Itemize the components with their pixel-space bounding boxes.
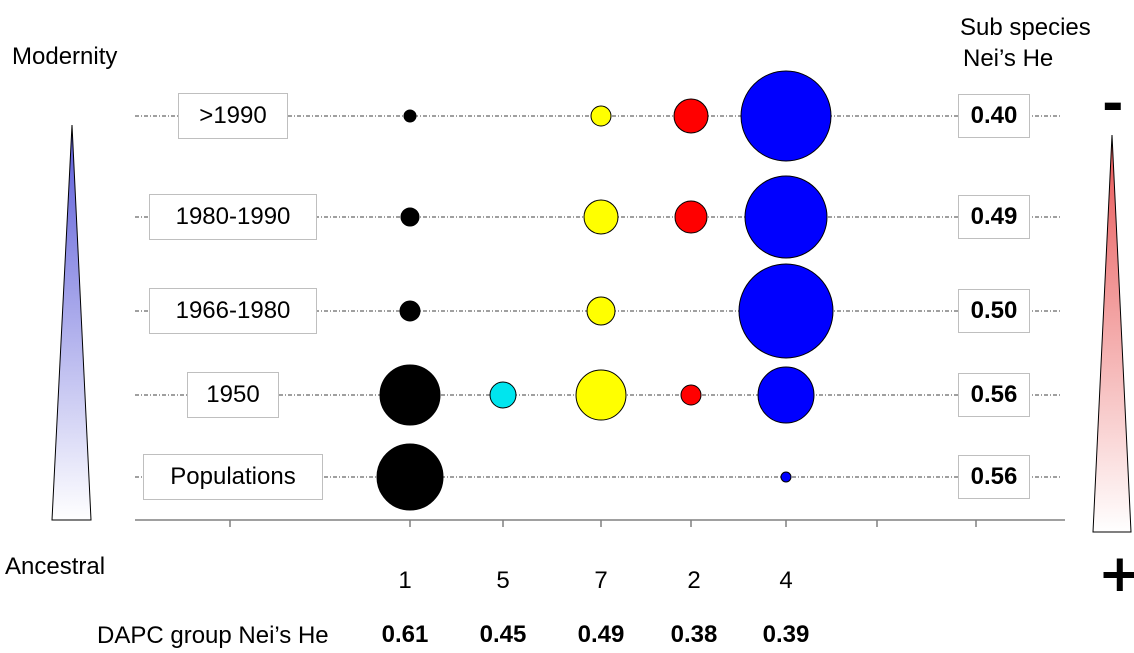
bubble-group-2 xyxy=(673,98,709,134)
bubble-group-1 xyxy=(400,207,420,227)
row-label: 1950 xyxy=(187,372,279,418)
bubble-group-4 xyxy=(738,263,834,359)
ancestral-label: Ancestral xyxy=(5,553,106,580)
bubble-group-1 xyxy=(376,443,444,511)
subspecies-title-line2: Nei’s He xyxy=(963,45,1054,72)
minus-sign: - xyxy=(1102,74,1124,134)
dapc-group-he-value: 0.45 xyxy=(479,621,527,648)
x-tick-label: 7 xyxy=(594,567,608,594)
bubble-group-4 xyxy=(744,175,828,259)
dapc-label: DAPC group Nei’s He xyxy=(97,622,329,649)
dapc-group-he-value: 0.49 xyxy=(577,621,625,648)
bubble-group-4 xyxy=(740,70,832,162)
modernity-gradient-triangle xyxy=(51,124,92,521)
subspecies-he-value: 0.40 xyxy=(958,94,1030,138)
bubble-group-5 xyxy=(489,381,517,409)
x-tick-label: 1 xyxy=(398,567,412,594)
subspecies-title-line1: Sub species xyxy=(960,14,1091,41)
subspecies-he-value: 0.49 xyxy=(958,195,1030,239)
bubble-group-7 xyxy=(586,296,616,326)
bubble-group-2 xyxy=(674,200,708,234)
dapc-group-he-value: 0.38 xyxy=(670,621,718,648)
bubble-group-1 xyxy=(403,109,417,123)
dapc-group-he-value: 0.39 xyxy=(762,621,810,648)
he-gradient-triangle xyxy=(1092,134,1132,533)
bubble-group-7 xyxy=(590,105,612,127)
row-label: 1966-1980 xyxy=(149,288,317,334)
plus-sign: + xyxy=(1098,544,1134,604)
bubble-group-1 xyxy=(399,300,421,322)
row-label: 1980-1990 xyxy=(149,194,317,240)
bubble-group-2 xyxy=(680,384,702,406)
row-label: Populations xyxy=(143,454,323,500)
bubble-group-7 xyxy=(583,199,619,235)
bubble-group-4 xyxy=(757,366,815,424)
subspecies-he-value: 0.56 xyxy=(958,373,1030,417)
subspecies-he-value: 0.56 xyxy=(958,455,1030,499)
x-tick-label: 4 xyxy=(779,567,793,594)
x-tick-label: 2 xyxy=(687,567,701,594)
bubble-group-1 xyxy=(379,364,441,426)
row-label: >1990 xyxy=(178,93,288,139)
bubble-group-7 xyxy=(575,369,627,421)
x-tick-label: 5 xyxy=(496,567,510,594)
subspecies-he-value: 0.50 xyxy=(958,289,1030,333)
bubble-group-4 xyxy=(780,471,792,483)
modernity-label: Modernity xyxy=(12,43,118,70)
dapc-group-he-value: 0.61 xyxy=(381,621,429,648)
